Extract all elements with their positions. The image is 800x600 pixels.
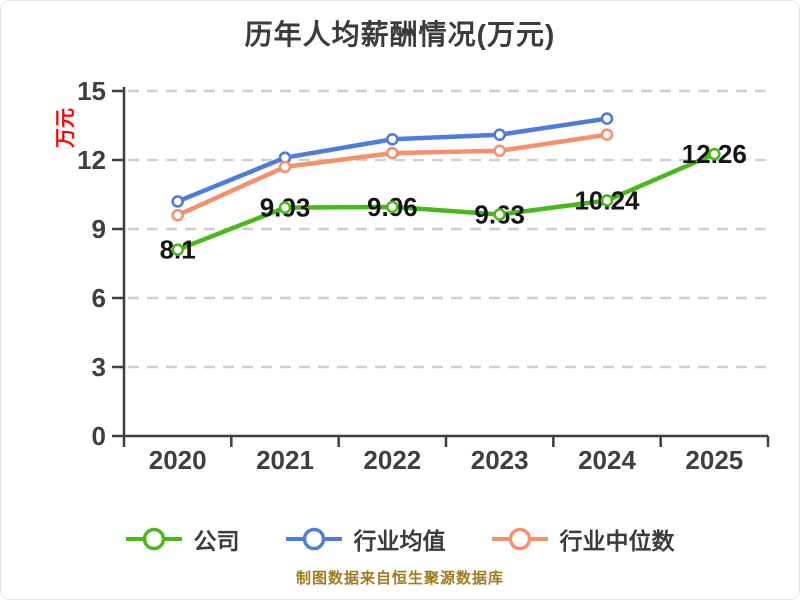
- company-point: [600, 194, 614, 207]
- industry-median-point: [600, 128, 614, 141]
- x-tick-label: 2020: [149, 445, 207, 475]
- company-line: [175, 151, 717, 252]
- data-source-note: 制图数据来自恒生聚源数据库: [295, 570, 504, 587]
- legend-marker: [508, 527, 531, 551]
- legend: 公司 行业均值 行业中位数: [1, 522, 799, 556]
- y-tick-label: 15: [77, 76, 106, 106]
- industry-median-point: [171, 208, 184, 222]
- y-tick-label: 12: [77, 145, 106, 175]
- industry-median-line-marker-icon: [491, 527, 548, 551]
- legend-marker: [302, 527, 325, 551]
- legend-label-industry-median: 行业中位数: [559, 528, 675, 554]
- company-point: [493, 208, 506, 221]
- company-point: [278, 201, 292, 214]
- industry-median-point: [278, 160, 292, 174]
- y-tick-label: 9: [92, 214, 106, 244]
- company-point: [171, 243, 184, 256]
- x-tick-label: 2024: [578, 445, 636, 475]
- industry-average-point: [600, 112, 614, 125]
- x-tick-label: 2021: [256, 445, 314, 475]
- industry-average-line-marker-icon: [285, 527, 342, 551]
- legend-marker: [142, 527, 165, 551]
- chart-title: 历年人均薪酬情况(万元): [244, 19, 556, 50]
- x-tick-label: 2022: [363, 445, 421, 475]
- industry-median-point: [386, 146, 399, 160]
- industry-average-point: [493, 128, 506, 141]
- legend-label-industry-average: 行业均值: [353, 528, 446, 554]
- x-tick-label: 2025: [685, 445, 743, 475]
- company-point: [708, 147, 721, 161]
- legend-label-company: 公司: [193, 528, 240, 554]
- legend-item-company: 公司: [125, 522, 240, 556]
- industry-average-point: [386, 133, 399, 146]
- industry-average-point: [171, 195, 184, 208]
- legend-item-industry-median: 行业中位数: [491, 522, 675, 556]
- company-point: [386, 200, 399, 214]
- company-line-marker-icon: [125, 527, 182, 551]
- legend-item-industry-average: 行业均值: [285, 522, 446, 556]
- y-tick-label: 6: [92, 283, 106, 313]
- industry-median-point: [493, 144, 506, 158]
- x-tick-label: 2023: [471, 445, 529, 475]
- y-tick-label: 3: [92, 352, 106, 382]
- y-tick-label: 0: [92, 421, 106, 451]
